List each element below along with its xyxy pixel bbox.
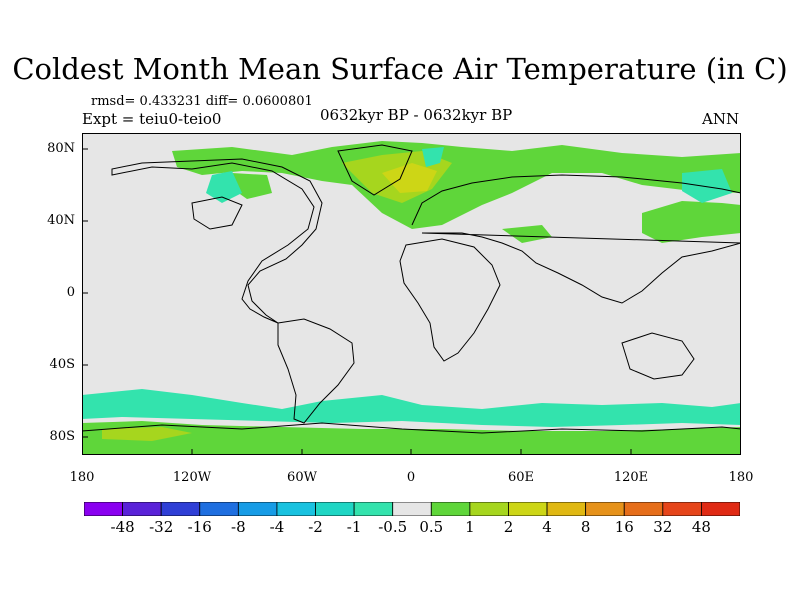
colorbar-label: 16 xyxy=(614,518,634,536)
colorbar-swatch xyxy=(199,502,239,516)
colorbar-swatch xyxy=(392,502,432,516)
anomaly-field xyxy=(206,171,242,203)
anomaly-field xyxy=(642,201,741,243)
colorbar-swatch xyxy=(469,502,509,516)
anomaly-field xyxy=(82,389,741,427)
colorbar-swatch xyxy=(508,502,548,516)
lon-label: 0 xyxy=(406,470,416,485)
lat-label: 80N xyxy=(47,141,75,156)
colorbar-label: -48 xyxy=(110,518,135,536)
lat-label: 0 xyxy=(66,285,75,300)
colorbar-label: 1 xyxy=(465,518,475,536)
period-label: 0632kyr BP - 0632kyr BP xyxy=(320,106,513,124)
season-label: ANN xyxy=(702,110,740,128)
colorbar-swatch xyxy=(276,502,316,516)
colorbar-swatch xyxy=(430,502,471,516)
anomaly-field xyxy=(502,225,552,243)
experiment-label: Expt = teiu0-teio0 xyxy=(82,110,222,128)
colorbar-label: 0.5 xyxy=(419,518,444,536)
colorbar-swatch xyxy=(701,502,740,516)
anomaly-field xyxy=(682,169,732,203)
coastlines xyxy=(82,144,741,434)
lon-label: 120E xyxy=(613,470,649,485)
lat-label: 40N xyxy=(47,213,75,228)
anomaly-field xyxy=(172,141,741,229)
colorbar-swatch xyxy=(353,502,394,516)
colorbar-swatch xyxy=(160,502,201,516)
colorbar-label: 8 xyxy=(580,518,591,536)
colorbar-swatch xyxy=(84,502,123,516)
map-ticks xyxy=(82,148,632,455)
colorbar-label: -0.5 xyxy=(378,518,408,536)
anomaly-field xyxy=(102,427,192,441)
colorbar-swatch xyxy=(662,502,702,516)
colorbar-swatch xyxy=(237,502,278,516)
lat-label: 40S xyxy=(49,357,75,372)
lon-label: 180 xyxy=(728,470,754,485)
page-title: Coldest Month Mean Surface Air Temperatu… xyxy=(12,52,788,86)
anomaly-field xyxy=(422,147,444,167)
colorbar-label: 48 xyxy=(691,518,711,536)
colorbar-swatch xyxy=(585,502,625,516)
lon-label: 60E xyxy=(507,470,535,485)
colorbar-label: -1 xyxy=(346,518,362,536)
colorbar-label: 4 xyxy=(542,518,552,536)
colorbar-swatch xyxy=(623,502,664,516)
colorbar-label: 2 xyxy=(503,518,514,536)
colorbar-swatch xyxy=(546,502,587,516)
colorbar-label: -4 xyxy=(269,518,285,536)
lon-label: 180 xyxy=(69,470,95,485)
colorbar-label: -16 xyxy=(187,518,212,536)
anomaly-field xyxy=(382,163,437,193)
colorbar-swatch xyxy=(122,502,162,516)
lat-label: 80S xyxy=(49,429,75,444)
colorbar-swatch xyxy=(315,502,355,516)
colorbar-label: -2 xyxy=(308,518,323,536)
lon-label: 120W xyxy=(172,470,212,485)
anomaly-field xyxy=(82,421,741,455)
colorbar-label: -8 xyxy=(231,518,246,536)
temperature-map xyxy=(82,133,741,455)
colorbar-label: 32 xyxy=(653,518,673,536)
lon-label: 60W xyxy=(287,470,317,485)
stats-label: rmsd= 0.433231 diff= 0.0600801 xyxy=(91,94,313,109)
colorbar xyxy=(84,502,740,516)
colorbar-label: -32 xyxy=(149,518,174,536)
